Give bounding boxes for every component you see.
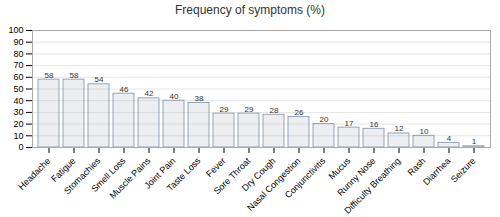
svg-text:28: 28 [270, 106, 279, 115]
html-text:Frequency of symptoms (%): Frequency of symptoms (%) [175, 3, 325, 17]
svg-text:70: 70 [13, 60, 23, 70]
svg-text:Conjunctivitis: Conjunctivitis [283, 155, 328, 200]
svg-text:60: 60 [13, 72, 23, 82]
svg-text:90: 90 [13, 37, 23, 47]
svg-text:Runny Nose: Runny Nose [335, 155, 378, 198]
svg-text:46: 46 [120, 85, 129, 94]
svg-text:1: 1 [472, 137, 477, 146]
svg-text:Dry Cough: Dry Cough [240, 155, 278, 194]
svg-text:16: 16 [370, 120, 379, 129]
svg-text:Headache: Headache [16, 156, 52, 192]
svg-text:26: 26 [295, 108, 304, 117]
svg-text:Fatigue: Fatigue [49, 155, 78, 184]
svg-text:58: 58 [70, 71, 79, 80]
svg-text:Seizure: Seizure [449, 156, 478, 185]
svg-text:Fever: Fever [204, 156, 227, 179]
svg-text:80: 80 [13, 49, 23, 59]
svg-text:Diarrhea: Diarrhea [421, 156, 452, 187]
svg-text:20: 20 [320, 115, 329, 124]
svg-text:Nasal Congestion: Nasal Congestion [245, 155, 303, 213]
svg-text:54: 54 [95, 75, 104, 84]
svg-text:50: 50 [13, 84, 23, 94]
svg-text:0: 0 [18, 142, 23, 152]
svg-text:Joint Pain: Joint Pain [142, 155, 178, 191]
svg-text:40: 40 [170, 92, 179, 101]
svg-text:40: 40 [13, 96, 23, 106]
svg-text:Sore Throat: Sore Throat [211, 155, 253, 197]
svg-text:Rash: Rash [406, 156, 428, 178]
svg-text:Stomachies: Stomachies [62, 155, 103, 196]
svg-text:29: 29 [220, 105, 229, 114]
svg-text:Mucus: Mucus [326, 155, 353, 182]
svg-text:12: 12 [395, 124, 404, 133]
svg-text:29: 29 [245, 105, 254, 114]
svg-text:17: 17 [345, 119, 354, 128]
svg-text:58: 58 [45, 71, 54, 80]
svg-text:Muscle Pains: Muscle Pains [108, 155, 153, 200]
svg-text:38: 38 [195, 94, 204, 103]
svg-text:Difficulty Breathing: Difficulty Breathing [342, 156, 402, 215]
svg-text:10: 10 [13, 131, 23, 141]
svg-text:10: 10 [420, 127, 429, 136]
svg-text:Taste Loss: Taste Loss [165, 155, 203, 193]
svg-text:4: 4 [447, 134, 452, 143]
svg-text:30: 30 [13, 107, 23, 117]
svg-text:20: 20 [13, 119, 23, 129]
svg-text:100: 100 [8, 25, 23, 35]
svg-text:Smell Loss: Smell Loss [89, 155, 128, 194]
svg-text:42: 42 [145, 89, 154, 98]
